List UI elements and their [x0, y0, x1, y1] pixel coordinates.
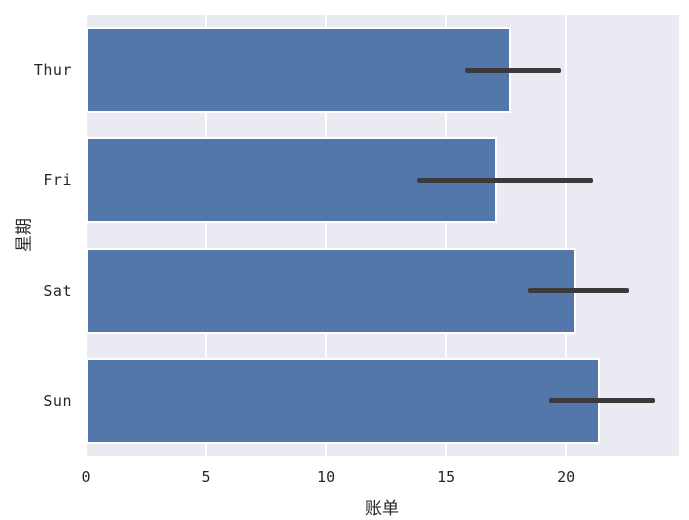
- y-tick-label: Sun: [43, 391, 72, 410]
- bar: [86, 247, 576, 334]
- x-tick-label: 20: [557, 468, 576, 486]
- y-tick-label: Thur: [33, 61, 72, 80]
- error-bar: [465, 67, 562, 73]
- gridline: [205, 15, 208, 456]
- y-axis-label: 星期: [14, 218, 35, 252]
- x-tick-label: 0: [81, 468, 91, 486]
- gridline: [565, 15, 568, 456]
- y-tick-label: Fri: [43, 171, 72, 190]
- gridline: [85, 15, 87, 456]
- plot-area: [85, 15, 679, 456]
- x-axis-label: 账单: [365, 499, 399, 519]
- gridline: [325, 15, 328, 456]
- y-tick-label: Sat: [43, 281, 72, 300]
- error-bar: [417, 177, 593, 183]
- x-tick-label: 5: [201, 468, 211, 486]
- error-bar: [549, 398, 655, 404]
- x-tick-label: 10: [317, 468, 336, 486]
- error-bar: [527, 288, 629, 294]
- bar: [86, 27, 511, 114]
- x-tick-label: 15: [437, 468, 456, 486]
- bar: [86, 357, 600, 444]
- gridline: [445, 15, 448, 456]
